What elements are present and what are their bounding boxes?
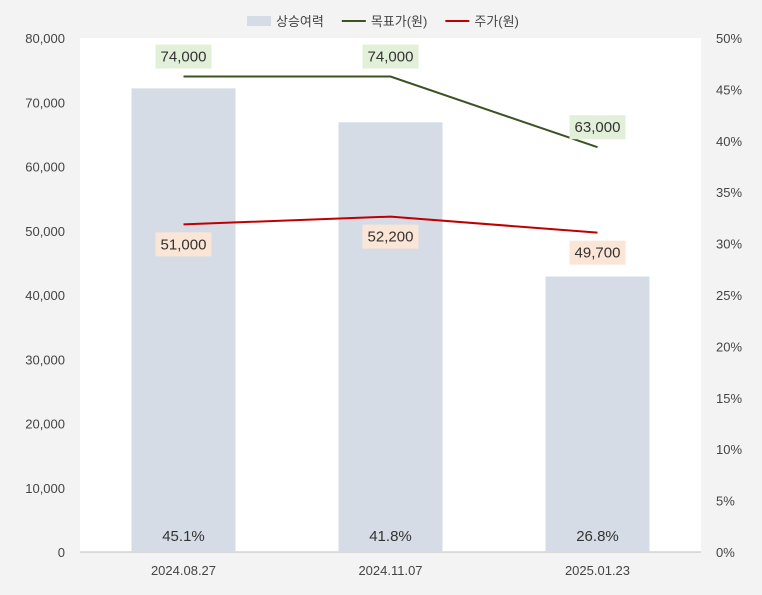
x-tick-label: 2025.01.23 (565, 563, 630, 578)
y-right-tick-label: 15% (716, 391, 742, 406)
point-label-box (362, 224, 419, 249)
y-right-tick-label: 45% (716, 82, 742, 97)
x-tick-label: 2024.08.27 (151, 563, 216, 578)
y-left-tick-label: 80,000 (25, 31, 65, 46)
point-value-label: 52,200 (368, 229, 414, 246)
legend-swatch (247, 16, 271, 26)
y-left-tick-label: 40,000 (25, 288, 65, 303)
y-right-tick-label: 35% (716, 185, 742, 200)
legend-label: 상승여력 (276, 14, 324, 29)
y-left-tick-label: 10,000 (25, 481, 65, 496)
y-left-tick-label: 50,000 (25, 224, 65, 239)
y-right-tick-label: 50% (716, 31, 742, 46)
lines (183, 75, 598, 234)
bar (338, 122, 443, 553)
legend: 상승여력 목표가(원) 주가(원) (247, 14, 519, 29)
point-label-box (362, 44, 419, 69)
bar-value-label: 26.8% (576, 528, 619, 545)
series-line (183, 75, 598, 149)
point-label-box (155, 232, 212, 257)
y-right-tick-label: 40% (716, 134, 742, 149)
point-value-label: 74,000 (161, 49, 207, 66)
legend-label: 목표가(원) (371, 14, 428, 29)
bar (131, 88, 236, 552)
point-value-label: 63,000 (575, 119, 621, 136)
bar (545, 276, 650, 552)
bar-value-label: 45.1% (162, 528, 205, 545)
point-label-box (569, 115, 626, 140)
point-value-label: 51,000 (161, 236, 207, 253)
point-label-box (569, 240, 626, 265)
x-tick-label: 2024.11.07 (358, 563, 422, 578)
y-right-tick-label: 0% (716, 545, 735, 560)
point-label-box (155, 44, 212, 69)
y-right-tick-label: 5% (716, 494, 735, 509)
y-right-tick-label: 25% (716, 288, 742, 303)
y-left-tick-label: 30,000 (25, 352, 65, 367)
point-value-label: 49,700 (575, 245, 621, 262)
bar-value-label: 41.8% (369, 528, 412, 545)
y-left-tick-label: 0 (58, 545, 65, 560)
y-left-tick-label: 70,000 (25, 95, 65, 110)
data-labels: 45.1% 41.8% 26.8% 74,000 74,000 63,000 51,000 5… (155, 44, 626, 545)
legend-label: 주가(원) (474, 14, 519, 29)
y-left-tick-label: 20,000 (25, 417, 65, 432)
series-line (183, 215, 598, 234)
y-right-tick-label: 30% (716, 237, 742, 252)
y-left-tick-label: 60,000 (25, 160, 65, 175)
y-axis-left: 0 10,000 20,000 30,000 40,000 50,000 60,000 70,… (25, 31, 65, 560)
point-value-label: 74,000 (368, 49, 414, 66)
x-axis: 2024.08.27 2024.11.07 2025.01.23 (151, 563, 630, 578)
y-axis-right: 0% 5% 10% 15% 20% 25% 30% 35% 40% 45% 50% (716, 31, 742, 560)
bars (131, 88, 650, 553)
y-right-tick-label: 10% (716, 442, 742, 457)
y-right-tick-label: 20% (716, 339, 742, 354)
